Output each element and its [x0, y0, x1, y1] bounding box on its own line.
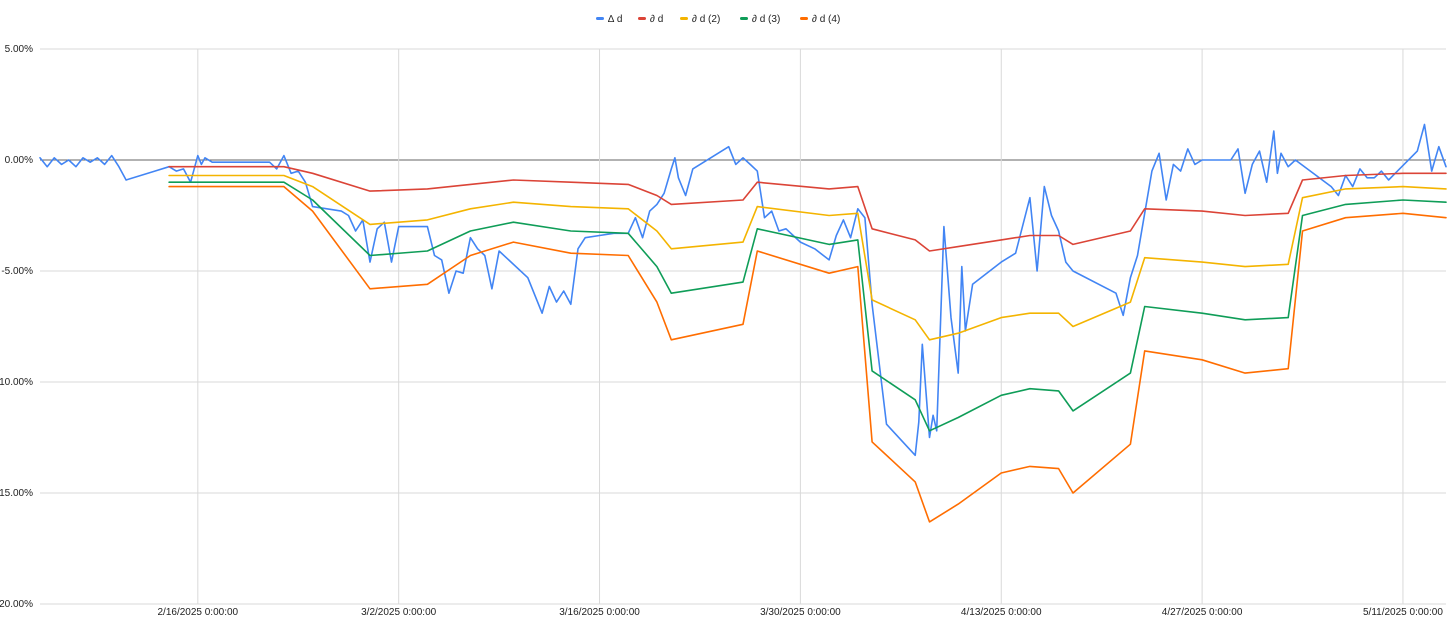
y-tick-label: -20.00%: [0, 599, 33, 610]
x-tick-label: 4/27/2025 0:00:00: [1162, 607, 1243, 618]
series-line-1: [39, 123, 1447, 457]
x-tick-label: 4/13/2025 0:00:00: [961, 607, 1042, 618]
legend-item-2[interactable]: ∂ d: [638, 14, 663, 25]
legend-swatch: [800, 17, 808, 20]
series-line-4: [168, 181, 1447, 432]
legend-label: ∂ d: [650, 14, 663, 25]
series-line-5: [168, 185, 1447, 523]
legend-label: ∂ d (4): [812, 14, 840, 25]
x-tick-label: 3/16/2025 0:00:00: [559, 607, 640, 618]
y-axis-ticks: 5.00% 0.00% -5.00% -10.00% -15.00% -20.00%: [0, 44, 33, 610]
x-axis-ticks: 2/16/2025 0:00:00 3/2/2025 0:00:00 3/16/20…: [157, 607, 1443, 618]
legend-swatch: [638, 17, 646, 20]
x-tick-label: 3/2/2025 0:00:00: [361, 607, 437, 618]
y-tick-label: -10.00%: [0, 377, 33, 388]
legend-swatch: [596, 17, 604, 20]
legend: ∆ d ∂ d ∂ d (2) ∂ d (3) ∂ d (4): [596, 14, 840, 25]
legend-swatch: [740, 17, 748, 20]
grid: [40, 48, 1446, 605]
series-line-3: [168, 174, 1447, 341]
legend-label: ∂ d (2): [692, 14, 720, 25]
legend-label: ∆ d: [608, 14, 622, 25]
x-tick-label: 5/11/2025 0:00:00: [1363, 607, 1443, 618]
legend-item-4[interactable]: ∂ d (3): [740, 14, 780, 25]
y-tick-label: 0.00%: [5, 155, 33, 166]
series-lines: [39, 123, 1447, 523]
legend-item-5[interactable]: ∂ d (4): [800, 14, 840, 25]
x-tick-label: 2/16/2025 0:00:00: [157, 607, 238, 618]
legend-swatch: [680, 17, 688, 20]
y-tick-label: -15.00%: [0, 488, 33, 499]
y-tick-label: -5.00%: [1, 266, 33, 277]
y-tick-label: 5.00%: [5, 44, 33, 55]
x-tick-label: 3/30/2025 0:00:00: [760, 607, 841, 618]
legend-item-3[interactable]: ∂ d (2): [680, 14, 720, 25]
series-line-2: [168, 165, 1447, 252]
legend-item-1[interactable]: ∆ d: [596, 14, 622, 25]
legend-label: ∂ d (3): [752, 14, 780, 25]
